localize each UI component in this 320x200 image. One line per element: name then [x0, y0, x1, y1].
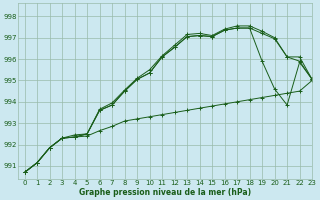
X-axis label: Graphe pression niveau de la mer (hPa): Graphe pression niveau de la mer (hPa) [79, 188, 251, 197]
